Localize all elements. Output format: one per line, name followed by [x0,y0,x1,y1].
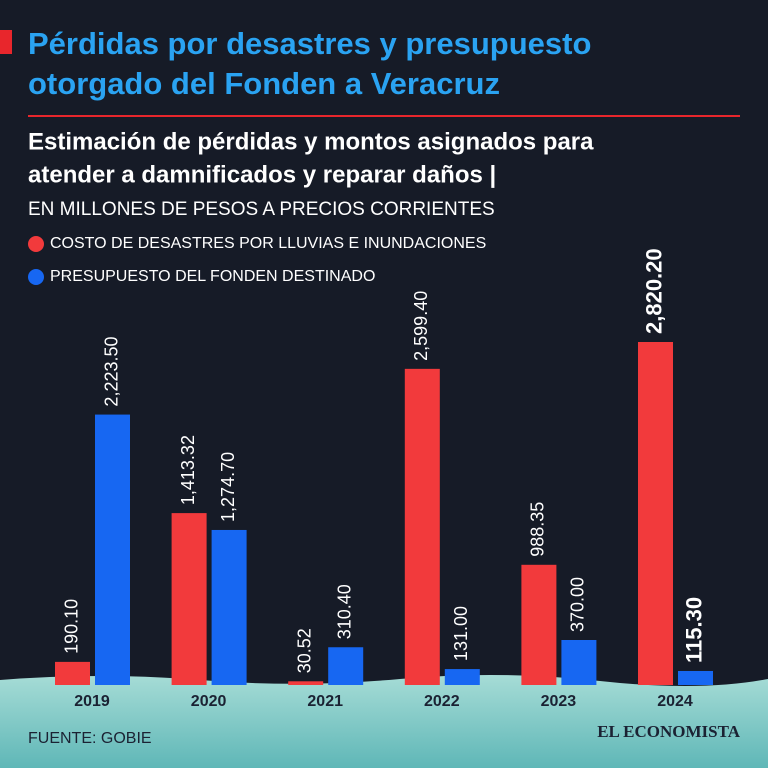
value-label: 370.00 [568,577,588,632]
x-tick-label: 2022 [424,693,460,710]
bar [55,661,90,685]
title-marker [0,30,12,54]
bar [638,342,673,685]
legend-label: COSTO DE DESASTRES POR LLUVIAS E INUNDAC… [50,235,486,252]
legend-swatch [28,269,44,285]
bar [444,669,480,685]
x-tick-label: 2024 [657,693,693,710]
value-label: 1,274.70 [218,452,238,522]
value-label: 2,599.40 [411,291,431,361]
subtitle: atender a damnificados y reparar daños | [28,161,496,188]
bar [561,639,597,685]
x-tick-label: 2020 [191,693,227,710]
chart-title: Pérdidas por desastres y presupuesto [28,26,591,61]
bar [328,647,364,685]
subtitle: Estimación de pérdidas y montos asignado… [28,128,594,155]
source: FUENTE: GOBIE [28,730,152,747]
value-label: 2,223.50 [101,336,121,406]
water [0,674,768,768]
logo: EL ECONOMISTA [597,722,741,741]
bar [211,529,247,685]
legend-label: PRESUPUESTO DEL FONDEN DESTINADO [50,268,375,285]
x-tick-label: 2019 [74,693,110,710]
bar [404,368,440,685]
legend-swatch [28,236,44,252]
bar [171,513,207,685]
bar [95,414,130,685]
value-label: 310.40 [334,584,354,639]
value-label: 988.35 [528,502,548,557]
bar [521,564,557,685]
value-label: 2,820.20 [641,248,666,334]
value-label: 1,413.32 [178,435,198,505]
value-label: 115.30 [681,597,706,663]
x-tick-label: 2023 [541,693,577,710]
bar [678,670,713,685]
chart-title: otorgado del Fonden a Veracruz [28,66,500,101]
unit-label: EN MILLONES DE PESOS A PRECIOS CORRIENTE… [28,199,495,220]
value-label: 190.10 [61,599,81,654]
value-label: 30.52 [294,628,314,673]
x-tick-label: 2021 [307,693,343,710]
bar [288,681,324,685]
value-label: 131.00 [451,606,471,661]
